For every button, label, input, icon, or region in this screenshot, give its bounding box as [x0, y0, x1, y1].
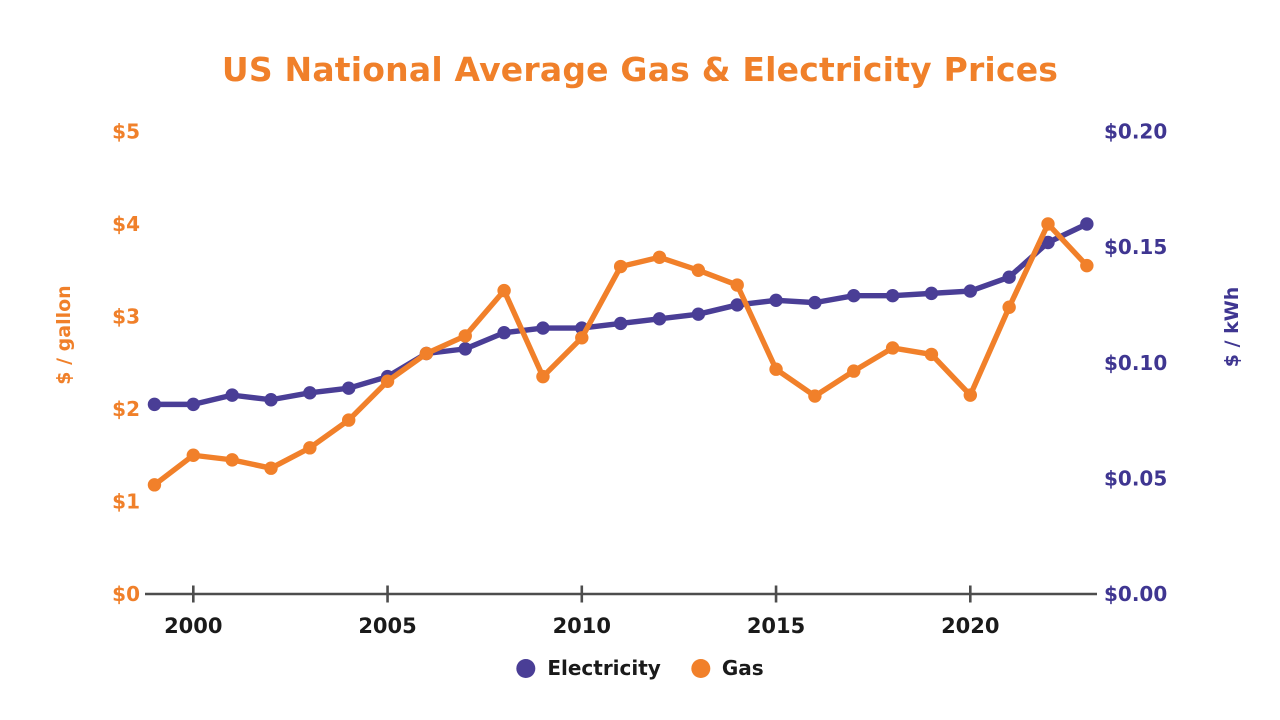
electricity-data-point [147, 397, 162, 412]
left-axis-tick-label: $0 [112, 582, 140, 606]
gas-data-point [458, 329, 472, 343]
electricity-legend-label: Electricity [547, 656, 661, 680]
legend-item-gas: Gas [690, 656, 764, 680]
electricity-legend-marker [516, 658, 536, 678]
electricity-line [151, 221, 1090, 408]
x-axis-tick-label: 2005 [358, 614, 416, 638]
right-axis-tick-label: $0.05 [1104, 466, 1167, 490]
electricity-data-point [458, 342, 472, 356]
gas-data-point [1080, 258, 1094, 273]
left-axis-tick-label: $5 [112, 120, 140, 144]
gas-data-point [1041, 217, 1055, 231]
left-axis-tick-label: $1 [112, 490, 140, 514]
gas-data-point [963, 388, 977, 402]
electricity-data-point [225, 388, 239, 402]
electricity-data-point [186, 397, 200, 412]
electricity-data-point [613, 316, 628, 331]
gas-data-point [769, 362, 783, 376]
legend: Electricity Gas [516, 656, 764, 680]
right-axis-tick-label: $0.10 [1104, 351, 1167, 375]
left-axis-tick-label: $4 [112, 212, 140, 236]
electricity-data-point [1002, 270, 1016, 284]
electricity-data-point [963, 284, 977, 298]
gas-data-point [652, 250, 667, 264]
gas-data-point [225, 453, 239, 467]
gas-data-point [730, 278, 744, 292]
electricity-data-point [847, 288, 861, 303]
electricity-data-point [497, 325, 511, 340]
gas-legend-marker [690, 658, 710, 678]
gas-data-point [691, 263, 706, 277]
electricity-data-point [652, 312, 667, 326]
gas-data-point [847, 364, 861, 378]
x-axis-tick-label: 2020 [941, 614, 999, 638]
x-axis-tick-label: 2000 [164, 614, 222, 638]
electricity-data-point [885, 288, 900, 303]
right-axis-tick-label: $0.20 [1104, 120, 1167, 144]
electricity-data-point [536, 321, 550, 335]
gas-data-point [419, 346, 434, 361]
gas-data-point [497, 283, 511, 298]
electricity-data-point [730, 298, 744, 312]
gas-data-point [147, 478, 162, 492]
electricity-data-point [769, 293, 783, 308]
gas-data-point [1002, 300, 1016, 314]
electricity-data-point [1041, 235, 1055, 250]
left-axis-tick-label: $2 [112, 397, 140, 421]
gas-data-point [613, 259, 628, 274]
gas-data-point [303, 441, 317, 455]
gas-data-point [808, 389, 822, 403]
gas-data-point [186, 448, 200, 462]
gas-data-point [380, 374, 395, 388]
gas-data-point [575, 331, 589, 345]
gas-data-point [536, 369, 550, 384]
chart-title: US National Average Gas & Electricity Pr… [221, 50, 1059, 89]
gas-data-point [342, 413, 356, 427]
electricity-data-point [808, 295, 822, 310]
electricity-data-point [1080, 217, 1094, 231]
electricity-data-point [924, 286, 939, 301]
electricity-data-point [342, 381, 356, 395]
x-axis-tick-label: 2015 [747, 614, 805, 638]
right-axis-tick-label: $0.00 [1104, 582, 1167, 606]
gas-data-point [924, 347, 939, 362]
gas-data-point [885, 341, 900, 355]
gas-data-point [264, 461, 278, 475]
left-axis-tick-label: $3 [112, 305, 140, 329]
electricity-data-point [264, 393, 278, 407]
electricity-data-point [303, 386, 317, 400]
gas-legend-label: Gas [721, 656, 764, 680]
legend-item-electricity: Electricity [516, 656, 661, 680]
right-axis-tick-label: $0.15 [1104, 235, 1167, 259]
x-axis-tick-label: 2010 [553, 614, 611, 638]
electricity-data-point [691, 307, 706, 321]
